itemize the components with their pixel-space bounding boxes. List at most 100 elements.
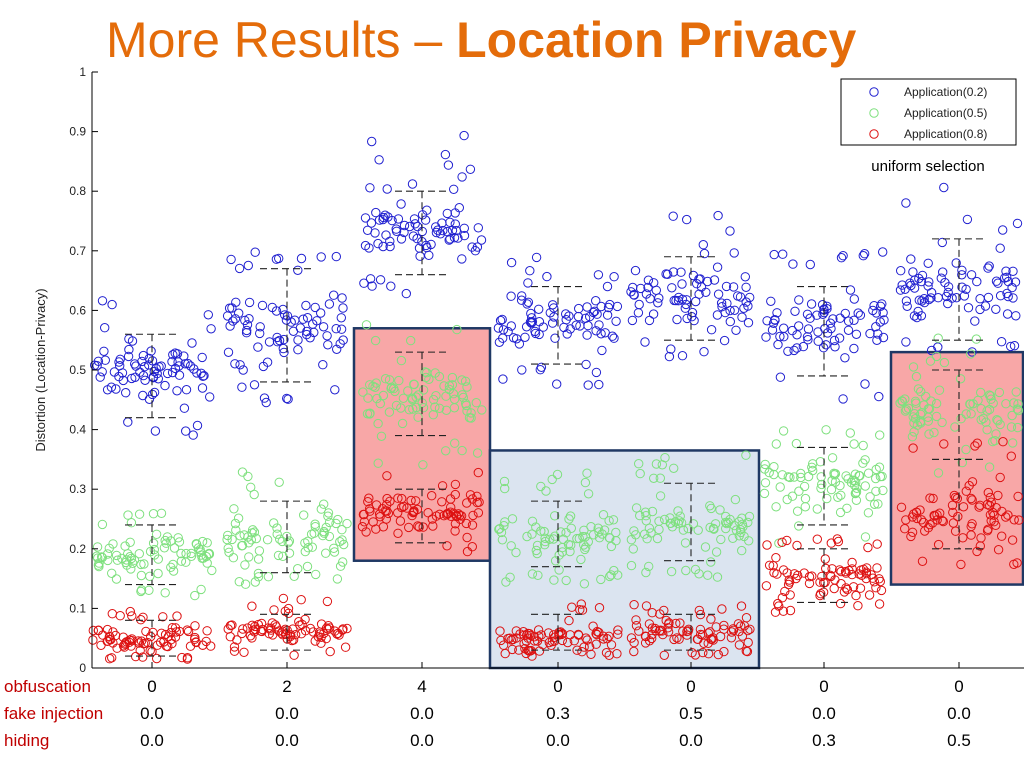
whisker-2-2 xyxy=(395,488,449,544)
data-point xyxy=(359,278,369,288)
data-point xyxy=(564,514,574,524)
data-point xyxy=(579,525,589,535)
data-point xyxy=(736,601,747,611)
table-cell: 0.0 xyxy=(410,731,434,750)
data-point xyxy=(803,471,814,482)
data-point xyxy=(255,322,265,332)
data-point xyxy=(778,565,789,575)
data-point xyxy=(826,323,836,334)
data-point xyxy=(647,506,658,517)
data-point xyxy=(608,515,619,525)
data-point xyxy=(450,489,460,500)
data-point xyxy=(711,547,722,557)
data-point xyxy=(207,565,217,576)
data-point xyxy=(503,326,513,337)
data-point xyxy=(640,638,651,648)
table-cell: 0.0 xyxy=(679,731,703,750)
data-point xyxy=(283,603,294,614)
data-point xyxy=(923,404,934,414)
data-point xyxy=(95,372,105,382)
data-point xyxy=(591,367,602,378)
y-tick-label: 0.6 xyxy=(69,303,86,317)
data-point xyxy=(966,270,977,280)
data-point xyxy=(423,508,433,518)
data-point xyxy=(185,361,196,371)
points-0-6 xyxy=(895,182,1023,357)
data-point xyxy=(590,306,600,316)
data-point xyxy=(259,393,270,403)
data-point xyxy=(647,608,657,618)
data-point xyxy=(662,269,673,279)
data-point xyxy=(858,251,868,261)
data-point xyxy=(739,621,750,631)
data-point xyxy=(100,355,111,365)
data-point xyxy=(970,316,980,326)
data-point xyxy=(231,297,241,307)
data-point xyxy=(721,281,732,292)
data-point xyxy=(741,297,751,307)
data-point xyxy=(153,568,163,579)
table-cell: 0.0 xyxy=(140,704,164,723)
data-point xyxy=(908,362,919,372)
data-point xyxy=(121,388,131,398)
data-point xyxy=(243,260,254,271)
data-point xyxy=(311,569,321,580)
data-point xyxy=(770,607,781,617)
data-point xyxy=(680,538,691,548)
data-point xyxy=(812,504,822,514)
data-point xyxy=(536,526,546,536)
data-point xyxy=(255,328,265,339)
data-point xyxy=(597,345,607,356)
data-point xyxy=(406,495,416,506)
data-point xyxy=(842,503,852,513)
points-1-3 xyxy=(494,468,623,589)
data-point xyxy=(296,595,306,605)
data-point xyxy=(440,149,451,160)
data-point xyxy=(706,557,716,567)
data-point xyxy=(687,648,697,658)
data-point xyxy=(871,583,881,593)
data-point xyxy=(282,311,293,321)
data-point xyxy=(832,534,842,544)
data-point xyxy=(789,345,799,356)
data-point xyxy=(878,485,888,496)
data-point xyxy=(136,585,147,595)
data-point xyxy=(1011,311,1021,321)
data-point xyxy=(1002,288,1012,299)
data-point xyxy=(769,469,779,480)
data-point xyxy=(644,561,654,572)
box-layer xyxy=(125,190,986,657)
data-point xyxy=(228,553,239,563)
data-point xyxy=(237,628,247,639)
data-point xyxy=(196,368,206,378)
data-point xyxy=(534,304,544,314)
data-point xyxy=(370,335,381,346)
data-point xyxy=(269,605,279,615)
whisker-1-1 xyxy=(260,500,314,574)
data-point xyxy=(772,569,782,579)
data-point xyxy=(274,477,284,487)
data-point xyxy=(240,579,251,589)
data-point xyxy=(939,357,950,368)
data-point xyxy=(383,508,394,519)
data-point xyxy=(382,471,392,481)
data-point xyxy=(183,358,193,369)
data-point xyxy=(655,491,666,501)
data-point xyxy=(561,309,571,319)
data-point xyxy=(125,606,136,617)
data-point xyxy=(385,241,395,252)
data-point xyxy=(909,283,920,293)
data-point xyxy=(924,277,934,287)
data-point xyxy=(627,315,638,326)
data-point xyxy=(107,299,117,310)
data-point xyxy=(909,311,920,321)
data-point xyxy=(640,507,651,517)
data-point xyxy=(365,274,376,284)
data-point xyxy=(785,590,795,600)
data-point xyxy=(609,272,619,282)
legend-label: Application(0.5) xyxy=(904,106,987,120)
data-point xyxy=(431,227,442,238)
data-point xyxy=(497,314,507,325)
data-point xyxy=(508,634,518,645)
data-point xyxy=(181,385,192,395)
